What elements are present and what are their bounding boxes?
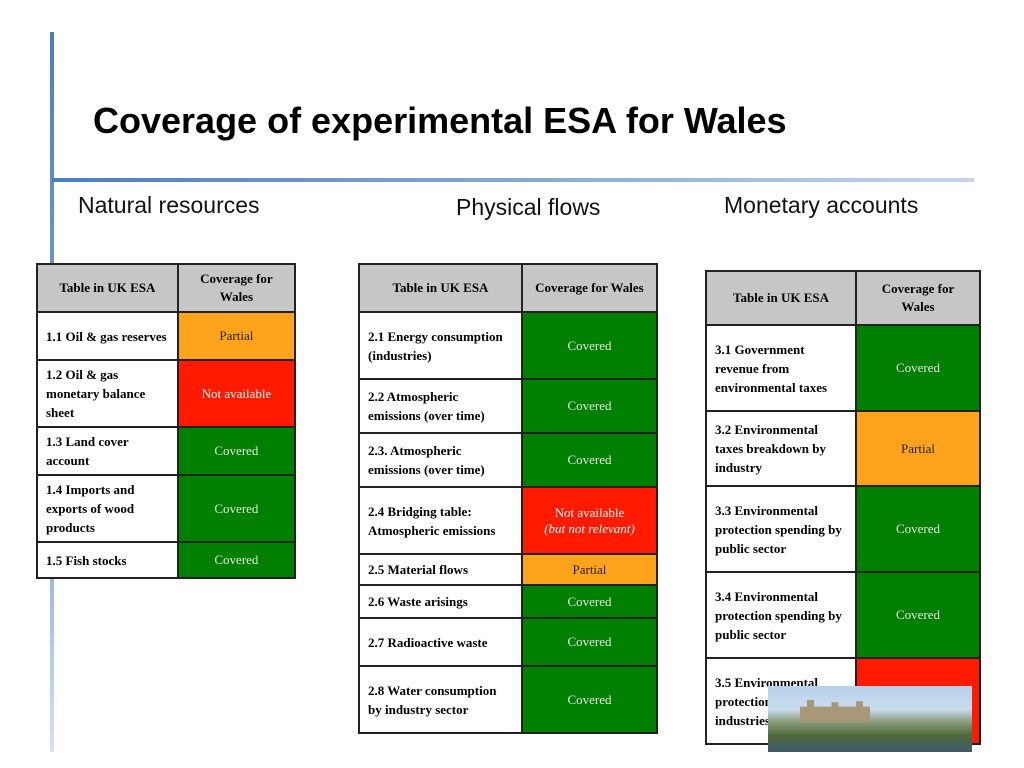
table-row: 2.8 Water consumption by industry sector… [358, 665, 659, 734]
table-row: 2.1 Energy consumption (industries) Cover… [358, 311, 659, 380]
row-table-name: 2.4 Bridging table: Atmospheric emission… [358, 486, 523, 555]
row-table-name: 3.4 Environmental protection spending by… [704, 571, 858, 659]
monetary-accounts-table: Table in UK ESA Coverage for Wales 3.1 G… [704, 270, 981, 745]
table-row: 1.1 Oil & gas reserves Partial [36, 311, 297, 361]
coverage-status: Covered [520, 617, 659, 667]
coverage-status-note: (but not relevant) [544, 520, 635, 536]
table-row: 3.4 Environmental protection spending by… [704, 571, 981, 659]
coverage-status: Partial [855, 410, 981, 487]
table-row: 2.3. Atmospheric emissions (over time) Co… [358, 432, 659, 488]
row-table-name: 3.3 Environmental protection spending by… [704, 485, 858, 573]
coverage-status-label: Covered [895, 607, 941, 622]
coverage-status-label: Covered [567, 452, 612, 467]
row-table-name: 1.2 Oil & gas monetary balance sheet [36, 359, 179, 428]
landscape-photo [768, 686, 972, 752]
coverage-status-label: Covered [214, 500, 259, 516]
coverage-status: Covered [855, 571, 981, 659]
table-row: 2.4 Bridging table: Atmospheric emission… [358, 486, 659, 555]
header-coverage: Coverage for Wales [176, 263, 297, 313]
coverage-status-label: Covered [567, 398, 612, 413]
coverage-status: Covered [520, 584, 659, 619]
table-row: 3.2 Environmental taxes breakdown by ind… [704, 410, 981, 487]
header-coverage: Coverage for Wales [520, 263, 659, 313]
slide-title: Coverage of experimental ESA for Wales [93, 100, 787, 141]
table-row: 1.5 Fish stocks Covered [36, 541, 297, 579]
coverage-status-label: Covered [895, 360, 941, 375]
coverage-status: Covered [520, 432, 659, 488]
coverage-status: Covered [520, 378, 659, 434]
coverage-status-label: Covered [567, 634, 612, 649]
coverage-status-label: Covered [567, 691, 612, 707]
coverage-status: Partial [176, 311, 297, 361]
horizontal-accent-line [52, 178, 974, 182]
coverage-status: Covered [520, 311, 659, 380]
header-table: Table in UK ESA [36, 263, 179, 313]
row-table-name: 1.3 Land cover account [36, 426, 179, 476]
table-row: 2.2 Atmospheric emissions (over time) Cov… [358, 378, 659, 434]
coverage-status: Covered [855, 324, 981, 412]
coverage-status: Covered [855, 485, 981, 573]
row-table-name: 2.3. Atmospheric emissions (over time) [358, 432, 523, 488]
table-row: 3.3 Environmental protection spending by… [704, 485, 981, 573]
coverage-status-label: Not available [201, 385, 272, 401]
coverage-status-label: Covered [895, 521, 941, 536]
row-table-name: 1.5 Fish stocks [36, 541, 179, 579]
table-row: 3.1 Government revenue from environmenta… [704, 324, 981, 412]
table-row: 2.5 Material flows Partial [358, 553, 659, 586]
row-table-name: 2.5 Material flows [358, 553, 523, 586]
row-table-name: 1.4 Imports and exports of wood products [36, 474, 179, 543]
header-coverage: Coverage for Wales [855, 270, 981, 326]
row-table-name: 2.2 Atmospheric emissions (over time) [358, 378, 523, 434]
coverage-status-label: Partial [219, 328, 254, 343]
coverage-status: Covered [176, 474, 297, 543]
coverage-status-label: Covered [567, 337, 612, 353]
row-table-name: 2.1 Energy consumption (industries) [358, 311, 523, 380]
coverage-status-label: Partial [572, 561, 607, 577]
table-row: 1.3 Land cover account Covered [36, 426, 297, 476]
row-table-name: 2.6 Waste arisings [358, 584, 523, 619]
coverage-status-label: Covered [567, 593, 612, 609]
coverage-status-label: Partial [901, 440, 935, 456]
section-physical-flows: Physical flows [456, 194, 601, 220]
row-table-name: 1.1 Oil & gas reserves [36, 311, 179, 361]
coverage-status: Covered [520, 665, 659, 734]
coverage-status-label: Not available [554, 504, 625, 520]
row-table-name: 2.8 Water consumption by industry sector [358, 665, 523, 734]
row-table-name: 3.2 Environmental taxes breakdown by ind… [704, 410, 858, 487]
section-monetary-accounts: Monetary accounts [724, 192, 919, 218]
coverage-status: Partial [520, 553, 659, 586]
header-table: Table in UK ESA [358, 263, 523, 313]
natural-resources-table: Table in UK ESA Coverage for Wales 1.1 O… [36, 263, 297, 579]
table-row: 1.2 Oil & gas monetary balance sheet Not … [36, 359, 297, 428]
header-table: Table in UK ESA [704, 270, 858, 326]
coverage-status: Covered [176, 541, 297, 579]
physical-flows-table: Table in UK ESA Coverage for Wales 2.1 E… [358, 263, 659, 734]
row-table-name: 2.7 Radioactive waste [358, 617, 523, 667]
coverage-status: Not available [176, 359, 297, 428]
castle-silhouette [800, 700, 870, 722]
coverage-status: Covered [176, 426, 297, 476]
section-natural-resources: Natural resources [78, 192, 260, 218]
coverage-status: Not available (but not relevant) [520, 486, 659, 555]
row-table-name: 3.1 Government revenue from environmenta… [704, 324, 858, 412]
coverage-status-label: Covered [214, 552, 259, 567]
table-row: 2.7 Radioactive waste Covered [358, 617, 659, 667]
table-row: 2.6 Waste arisings Covered [358, 584, 659, 619]
table-row: 1.4 Imports and exports of wood products… [36, 474, 297, 543]
coverage-status-label: Covered [214, 443, 259, 458]
